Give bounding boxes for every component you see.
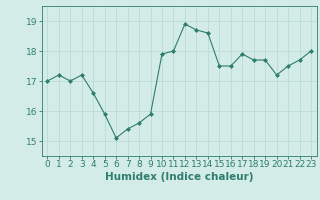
X-axis label: Humidex (Indice chaleur): Humidex (Indice chaleur) [105, 172, 253, 182]
